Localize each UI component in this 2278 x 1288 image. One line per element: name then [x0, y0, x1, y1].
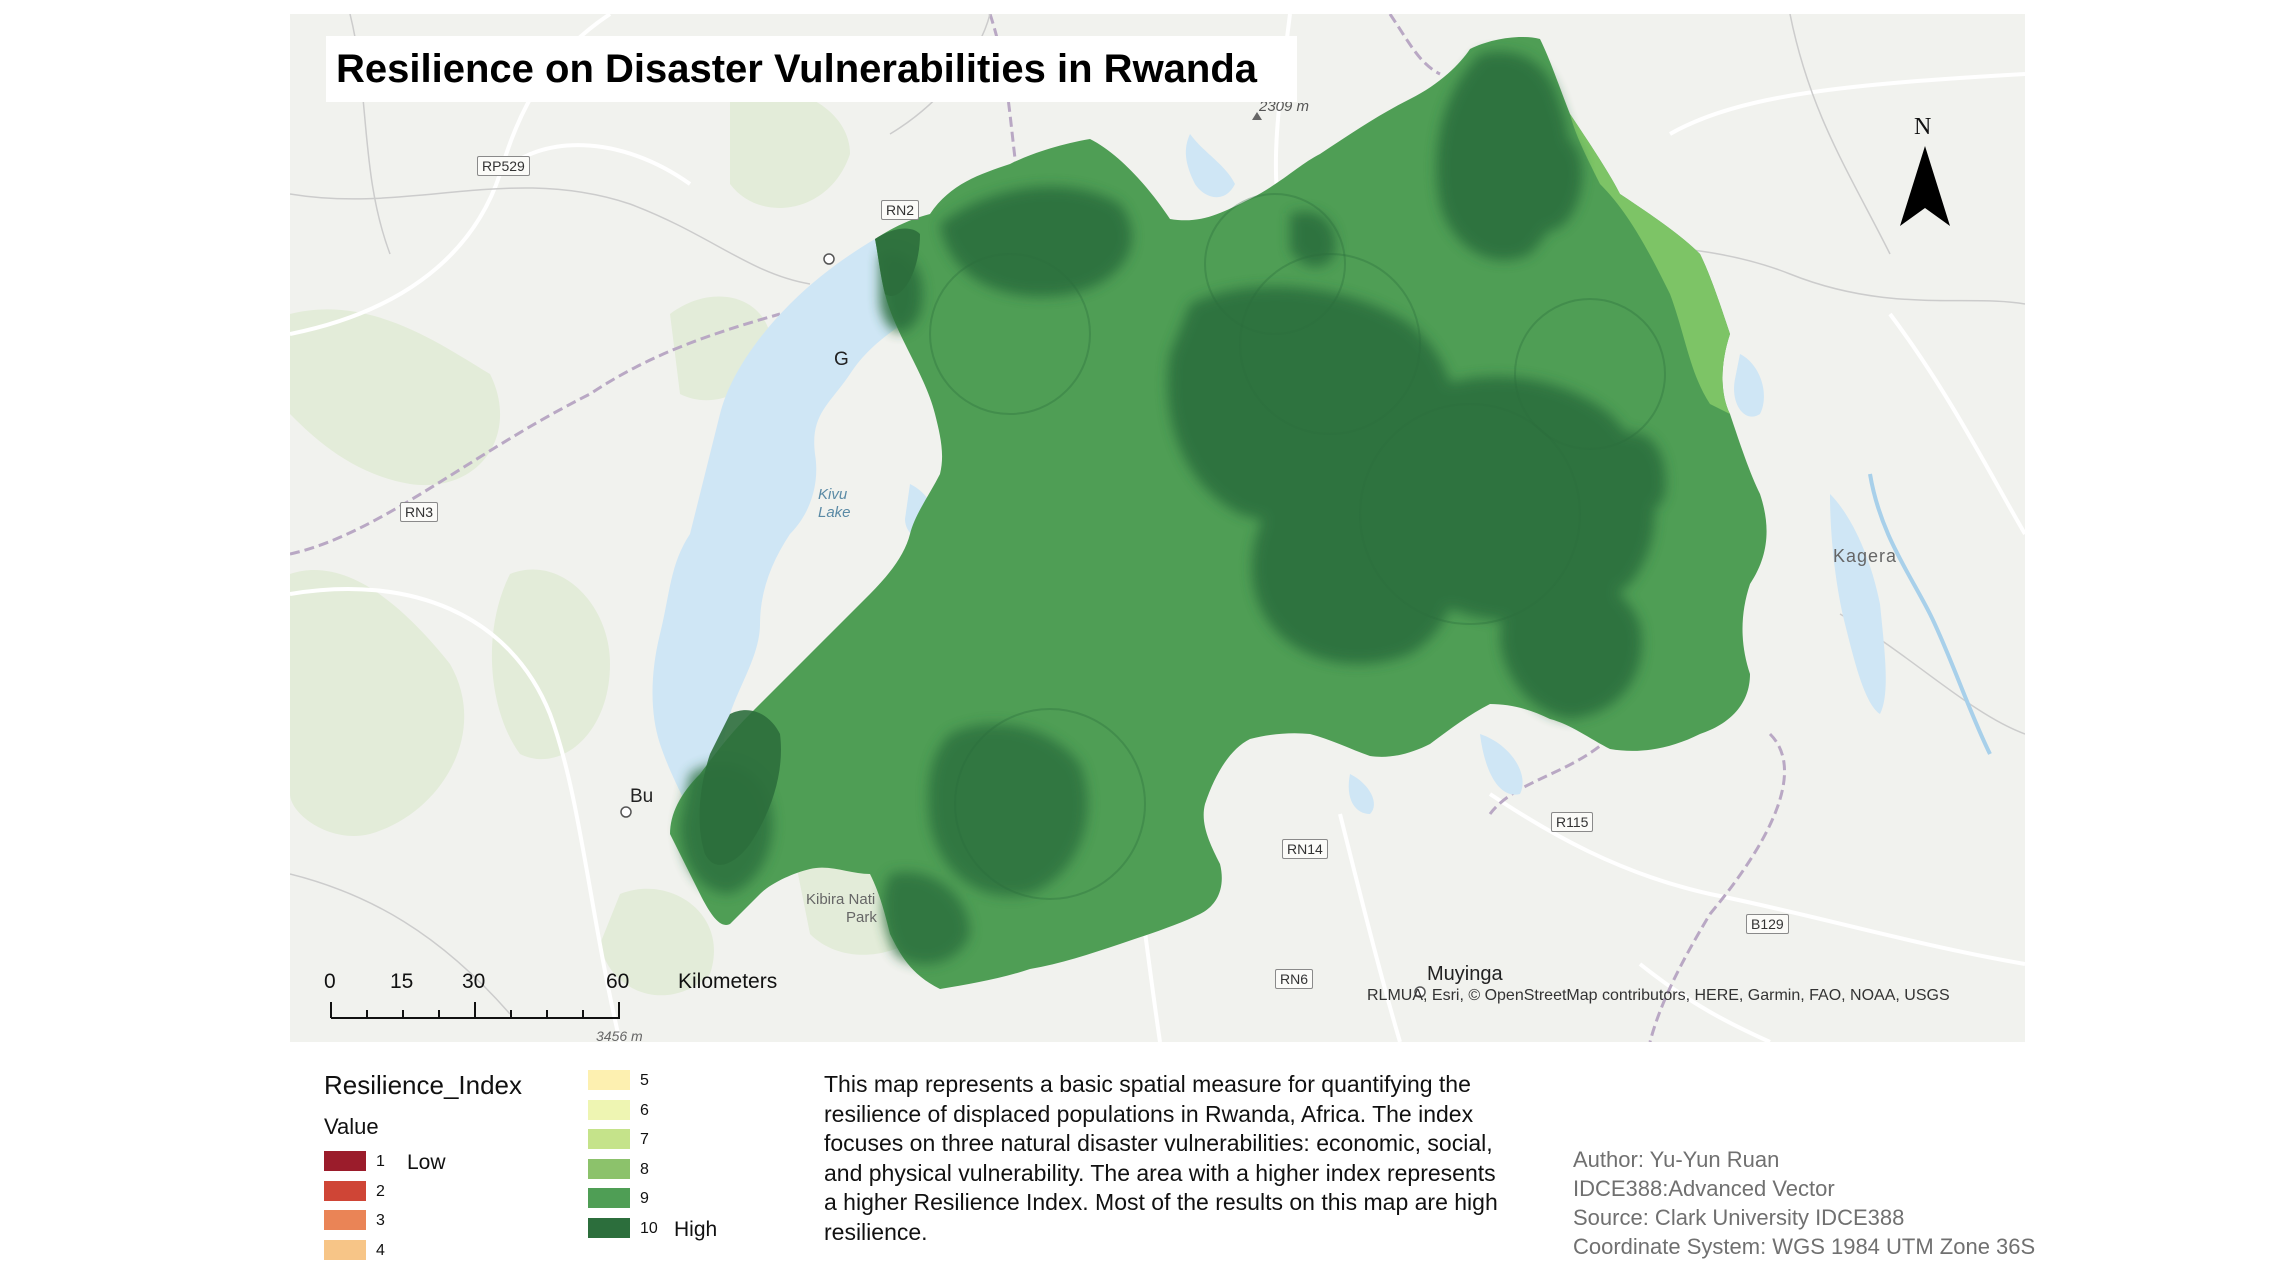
road-shield-rn14: RN14	[1282, 839, 1328, 859]
elevation-label-top: 2309 m	[1259, 98, 1310, 115]
legend-value-9: 9	[640, 1190, 649, 1207]
legend-swatch-4	[324, 1239, 366, 1260]
legend-subtitle: Value	[324, 1114, 379, 1139]
road-shield-b129: B129	[1746, 914, 1789, 934]
legend-swatch-10	[588, 1217, 630, 1238]
legend-swatch-3	[324, 1210, 366, 1230]
legend-desc-10: High	[674, 1217, 718, 1241]
town-marker-bu	[620, 806, 632, 818]
legend-value-5: 5	[640, 1072, 649, 1089]
legend-value-6: 6	[640, 1101, 649, 1119]
map-attribution: RLMUA, Esri, © OpenStreetMap contributor…	[1367, 987, 1950, 1004]
scale-unit-label: Kilometers	[678, 970, 778, 993]
kagera-river	[1868, 473, 1992, 755]
legend-swatch-2	[324, 1180, 366, 1201]
legend-swatch-6	[588, 1099, 630, 1120]
lake-label-kivu: Kivu	[818, 486, 848, 503]
legend-value-3: 3	[376, 1212, 385, 1229]
town-marker-muyinga	[1414, 986, 1426, 998]
legend-swatch-8	[588, 1158, 630, 1179]
legend-value-4: 4	[376, 1241, 385, 1259]
road-shield-rn3: RN3	[400, 502, 439, 522]
legend-value-7: 7	[640, 1131, 649, 1148]
road-shield-rp529: RP529	[477, 156, 530, 176]
park-label-line1: Kibira Nati	[806, 891, 876, 908]
lake-label-lake: Lake	[818, 504, 851, 521]
legend-value-10: 10	[640, 1219, 658, 1237]
legend: Resilience_Index Value 1 Low 2 3 4 5 6 7 8 9 10 Hig…	[324, 1070, 844, 1280]
map-title: Resilience on Disaster Vulnerabilities i…	[326, 36, 1298, 102]
north-label: N	[1914, 114, 1932, 140]
region-label-kagera: Kagera	[1833, 546, 1898, 566]
legend-swatch-5	[588, 1070, 630, 1090]
scale-bar-graphic	[330, 1002, 620, 1019]
park-label-line2: Park	[846, 909, 877, 926]
resilience-raster[interactable]	[670, 37, 1767, 990]
legend-value-2: 2	[376, 1182, 385, 1200]
town-label-muyinga: Muyinga	[1427, 963, 1503, 985]
map-description: This map represents a basic spatial meas…	[824, 1071, 1498, 1245]
legend-swatch-1	[324, 1151, 366, 1171]
credit-crs: Coordinate System: WGS 1984 UTM Zone 36S	[1573, 1234, 2036, 1259]
elevation-label-bottom: 3456 m	[596, 1028, 643, 1042]
basemap	[290, 14, 2025, 1042]
scale-tick-label-15: 15	[390, 970, 414, 993]
legend-swatch-7	[588, 1129, 630, 1149]
credit-source: Source: Clark University IDCE388	[1573, 1205, 1905, 1230]
peak-triangle-top	[1252, 112, 1262, 120]
town-marker-g	[823, 253, 835, 265]
road-shield-rn6: RN6	[1275, 969, 1314, 989]
town-label-g: G	[834, 349, 849, 370]
legend-swatch-9	[588, 1188, 630, 1208]
town-label-bu: Bu	[630, 786, 654, 807]
legend-value-8: 8	[640, 1160, 649, 1178]
road-shield-rn2: RN2	[881, 200, 920, 220]
credit-author: Author: Yu-Yun Ruan	[1573, 1147, 1780, 1172]
north-arrow-icon	[1900, 146, 1950, 226]
scale-tick-label-60: 60	[606, 970, 630, 993]
scale-tick-label-0: 0	[324, 970, 336, 993]
road-shield-r115: R115	[1551, 812, 1594, 832]
map-credits: Author: Yu-Yun Ruan IDCE388:Advanced Vec…	[1573, 1145, 2035, 1261]
legend-desc-1: Low	[407, 1151, 446, 1174]
north-arrow: N	[1895, 114, 1955, 244]
map-frame[interactable]: RP529 RN2 RN3 RN14 R115 B129 RN6 Kivu La…	[290, 14, 2025, 1042]
scale-bar: 0 15 30 60 Kilometers	[324, 970, 777, 1030]
scale-tick-label-30: 30	[462, 970, 486, 993]
legend-title: Resilience_Index	[324, 1070, 523, 1100]
credit-course: IDCE388:Advanced Vector	[1573, 1176, 1835, 1201]
legend-value-1: 1	[376, 1153, 385, 1170]
